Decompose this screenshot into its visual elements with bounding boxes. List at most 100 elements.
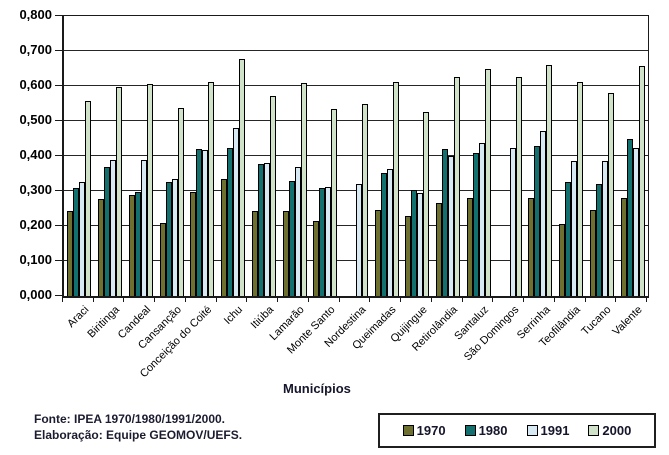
bar-1980 (565, 181, 572, 296)
y-tick-label: 0,700 (19, 42, 52, 57)
bar-1991 (140, 159, 147, 296)
bar-1991 (386, 168, 393, 296)
bar-group-s-o-domingos (494, 16, 525, 296)
bar-1991 (478, 143, 485, 296)
y-tick-mark (55, 190, 62, 191)
legend-swatch-icon (526, 425, 538, 436)
legend-label: 1970 (416, 423, 446, 438)
x-tick-mark (62, 297, 63, 302)
x-tick-mark (277, 297, 279, 302)
bar-1970 (128, 194, 135, 296)
bar-1970 (559, 224, 566, 296)
bar-1970 (98, 198, 105, 296)
bar-1970 (159, 223, 166, 296)
bar-2000 (300, 83, 307, 296)
bar-2000 (116, 87, 123, 296)
legend-swatch-icon (402, 425, 414, 436)
bar-1991 (509, 147, 516, 296)
legend-swatch-icon (464, 425, 476, 436)
bar-1991 (202, 150, 209, 296)
bar-2000 (331, 108, 338, 296)
bar-1980 (257, 164, 264, 296)
bar-group-retirol-ndia (433, 16, 464, 296)
y-tick-mark (55, 85, 62, 86)
x-tick-mark (461, 297, 463, 302)
y-tick-mark (55, 50, 62, 51)
bar-2000 (392, 81, 399, 296)
bar-1970 (313, 221, 320, 296)
bar-1980 (319, 187, 326, 296)
y-tick-mark (55, 120, 62, 121)
y-tick-mark (55, 225, 62, 226)
bar-1991 (233, 128, 240, 296)
y-tick-mark (55, 260, 62, 261)
y-tick-mark (55, 155, 62, 156)
bar-group-monte-santo (310, 16, 341, 296)
bar-group-iti-ba (248, 16, 279, 296)
bar-1970 (251, 211, 258, 296)
x-tick-mark (615, 297, 617, 302)
bar-group-ichu (218, 16, 249, 296)
x-tick-mark (523, 297, 525, 302)
bar-1991 (79, 181, 86, 296)
bar-1980 (288, 180, 295, 296)
bar-1980 (165, 181, 172, 296)
bar-1991 (448, 156, 455, 296)
legend-swatch-icon (588, 425, 600, 436)
bar-group-valente (617, 16, 648, 296)
source-note: Fonte: IPEA 1970/1980/1991/2000. (34, 412, 226, 426)
bar-1991 (110, 159, 117, 296)
bar-group-araci (64, 16, 95, 296)
bar-2000 (177, 108, 184, 296)
x-tick-mark (584, 297, 586, 302)
bar-1991 (540, 130, 547, 296)
bar-1980 (595, 184, 602, 296)
bar-1980 (134, 192, 141, 296)
y-tick-mark (55, 15, 62, 16)
x-tick-mark (338, 297, 340, 302)
bar-2000 (515, 76, 522, 296)
legend-label: 1991 (540, 423, 570, 438)
bar-2000 (208, 81, 215, 296)
bar-1970 (528, 198, 535, 296)
bar-2000 (269, 95, 276, 296)
bar-1970 (436, 202, 443, 296)
bar-2000 (577, 82, 584, 296)
y-tick-label: 0,300 (19, 182, 52, 197)
bar-2000 (85, 101, 92, 296)
bar-group-cansan-o (156, 16, 187, 296)
bar-1991 (632, 147, 639, 296)
y-tick-label: 0,200 (19, 217, 52, 232)
y-tick-label: 0,100 (19, 252, 52, 267)
bar-1970 (374, 210, 381, 296)
x-axis-title: Municípios (283, 381, 351, 396)
bar-1980 (73, 187, 80, 296)
x-tick-mark (307, 297, 309, 302)
bar-1970 (589, 210, 596, 296)
bar-1970 (67, 211, 74, 296)
x-tick-mark (184, 297, 186, 302)
bar-2000 (239, 59, 246, 296)
bar-1991 (355, 184, 362, 296)
bar-1980 (472, 152, 479, 296)
chart-legend: 1970 1980 1991 2000 (378, 413, 656, 448)
gridline (64, 85, 648, 86)
legend-entry-1980: 1980 (464, 423, 508, 438)
gridline (64, 120, 648, 121)
legend-label: 1980 (478, 423, 508, 438)
bar-1980 (442, 148, 449, 296)
bar-1991 (417, 193, 424, 296)
x-tick-mark (492, 297, 494, 302)
bar-group-concei-o-do-coit- (187, 16, 218, 296)
x-tick-mark (246, 297, 248, 302)
x-tick-mark (646, 297, 647, 302)
bar-1980 (104, 167, 111, 296)
bar-1970 (282, 211, 289, 296)
bar-2000 (146, 83, 153, 296)
bar-1970 (190, 191, 197, 296)
bar-group-biritinga (95, 16, 126, 296)
bar-2000 (484, 69, 491, 296)
bar-2000 (454, 77, 461, 296)
bar-1991 (263, 163, 270, 296)
legend-entry-1970: 1970 (402, 423, 446, 438)
